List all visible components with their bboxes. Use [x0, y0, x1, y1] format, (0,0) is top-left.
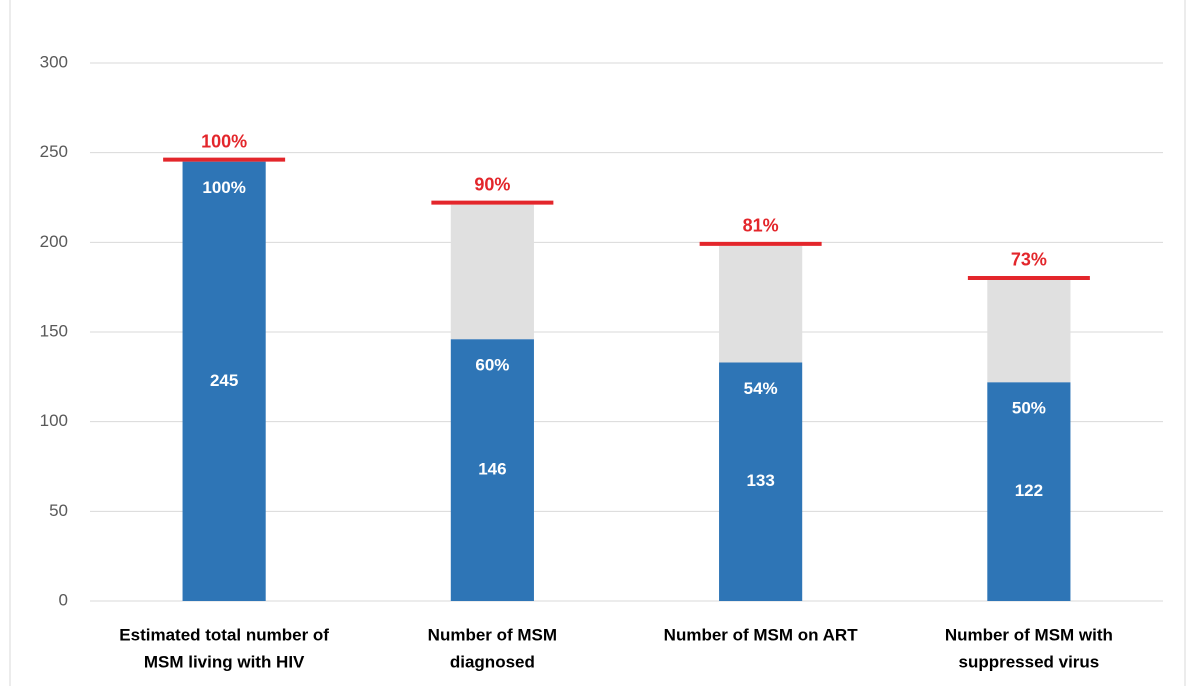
x-tick-label: Number of MSM with	[945, 625, 1113, 644]
y-tick-label: 50	[49, 501, 68, 520]
bar-percent-label: 60%	[475, 356, 509, 375]
bar-value-label: 245	[210, 371, 238, 390]
chart-frame	[9, 0, 1186, 686]
x-tick-label: Estimated total number of	[119, 625, 329, 644]
x-tick-label: diagnosed	[450, 652, 535, 671]
bar-segment	[719, 245, 803, 363]
bar-segment	[450, 339, 534, 601]
bar-percent-label: 50%	[1012, 399, 1046, 418]
total-label: 100%	[201, 131, 247, 151]
bar-segment	[987, 279, 1071, 383]
bar-segment	[450, 204, 534, 340]
y-tick-label: 300	[40, 52, 68, 71]
x-tick-label: Number of MSM	[428, 625, 557, 644]
bar-value-label: 146	[478, 460, 506, 479]
bar-segment	[719, 362, 803, 601]
total-label: 90%	[474, 174, 510, 194]
bar-value-label: 133	[746, 471, 774, 490]
x-tick-label: MSM living with HIV	[144, 652, 305, 671]
bar-percent-label: 54%	[744, 379, 778, 398]
x-tick-label: suppressed virus	[958, 652, 1099, 671]
y-tick-label: 200	[40, 232, 68, 251]
bar-segment	[987, 382, 1071, 601]
bar-value-label: 122	[1015, 481, 1043, 500]
bar-segment	[182, 161, 266, 601]
y-tick-label: 150	[40, 321, 68, 340]
x-tick-label: Number of MSM on ART	[664, 625, 859, 644]
total-label: 81%	[743, 216, 779, 236]
y-tick-label: 100	[40, 411, 68, 430]
y-tick-label: 250	[40, 142, 68, 161]
y-tick-label: 0	[59, 590, 68, 609]
total-label: 73%	[1011, 250, 1047, 270]
bar-percent-label: 100%	[202, 178, 245, 197]
